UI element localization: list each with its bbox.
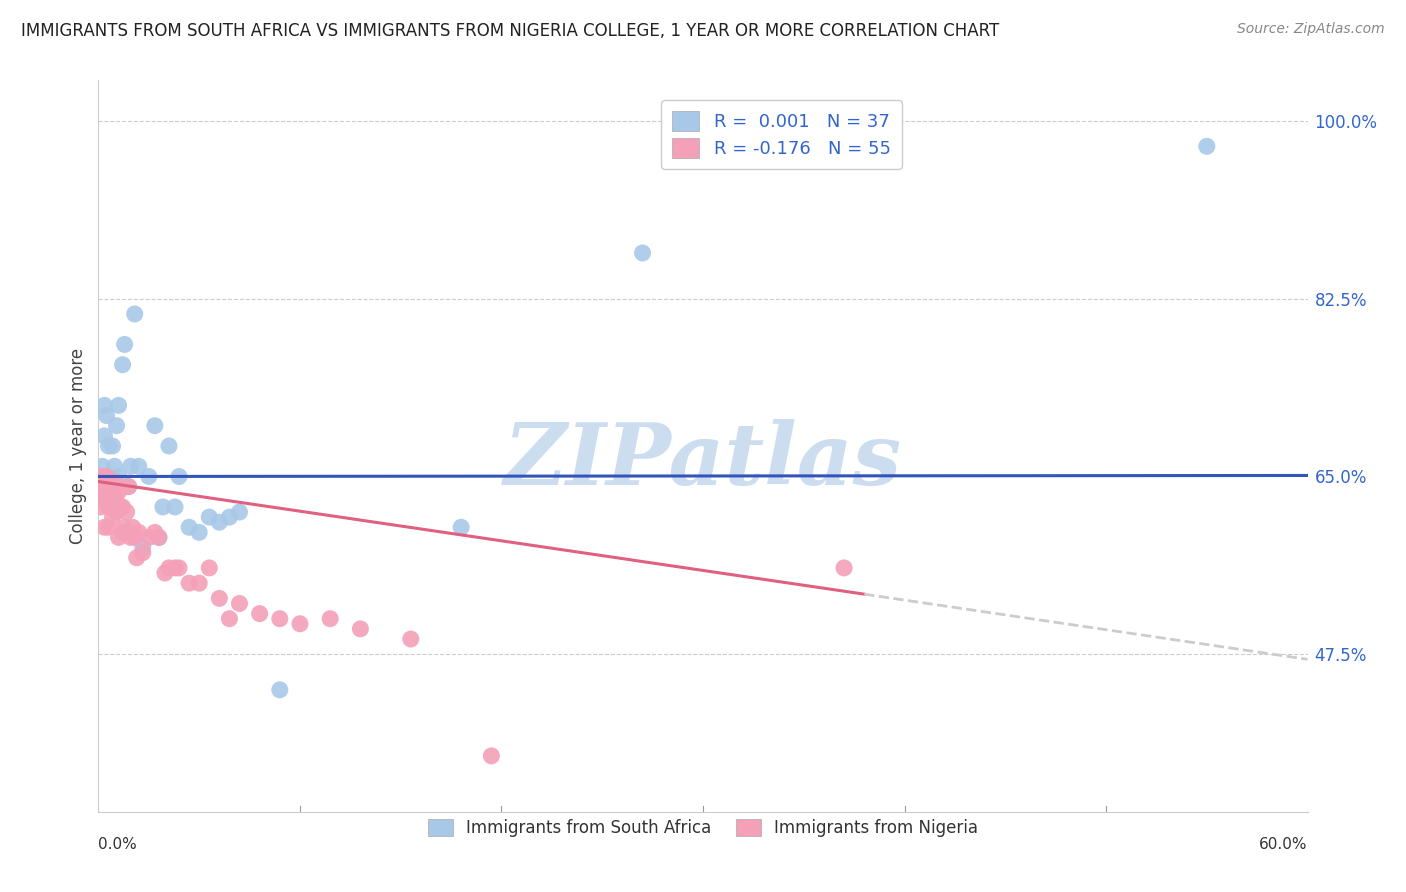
Point [103,490,125,504]
Point [107,398,129,412]
Point [111,358,134,372]
Point [167,561,190,575]
Point [163,500,186,514]
Point [208,591,231,606]
Point [114,520,136,534]
Point [128,525,150,540]
Text: 0.0%: 0.0% [98,837,138,852]
Point [118,480,141,494]
Point [110,500,132,514]
Point [228,597,250,611]
Point [269,612,291,626]
Point [153,566,176,580]
Point [111,525,134,540]
Point [228,505,250,519]
Point [152,500,174,514]
Point [101,439,124,453]
Point [96,409,118,423]
Point [157,561,180,575]
Point [631,246,654,260]
Point [89,480,111,494]
Point [111,500,134,514]
Point [105,418,128,433]
Point [198,510,221,524]
Point [93,480,115,494]
Point [138,530,160,544]
Point [100,480,122,494]
Point [249,607,271,621]
Point [101,500,124,514]
Point [288,616,311,631]
Point [89,469,111,483]
Point [124,307,146,321]
Point [100,500,122,514]
Point [218,510,240,524]
Point [179,576,201,591]
Point [148,530,170,544]
Point [96,490,118,504]
Point [97,480,120,494]
Point [198,561,221,575]
Point [105,505,128,519]
Text: 60.0%: 60.0% [1260,837,1308,852]
Point [148,530,170,544]
Point [105,495,128,509]
Point [89,500,111,514]
Point [103,459,125,474]
Point [103,475,125,489]
Point [97,439,120,453]
Point [132,546,155,560]
Point [832,561,855,575]
Point [179,520,201,534]
Point [121,520,143,534]
Point [125,550,148,565]
Point [319,612,342,626]
Point [107,530,129,544]
Point [163,561,186,575]
Point [132,541,155,555]
Point [100,480,122,494]
Point [832,124,855,138]
Point [399,632,422,646]
Point [218,612,240,626]
Point [450,520,472,534]
Text: Source: ZipAtlas.com: Source: ZipAtlas.com [1237,22,1385,37]
Point [97,520,120,534]
Point [97,500,120,514]
Point [120,530,142,544]
Point [91,490,114,504]
Text: ZIPatlas: ZIPatlas [503,419,903,502]
Point [188,525,211,540]
Y-axis label: College, 1 year or more: College, 1 year or more [69,348,87,544]
Point [114,337,136,351]
Point [128,459,150,474]
Point [93,520,115,534]
Point [208,515,231,529]
Point [157,439,180,453]
Point [143,525,166,540]
Point [188,576,211,591]
Point [349,622,371,636]
Point [481,748,503,763]
Point [120,459,142,474]
Point [269,682,291,697]
Point [101,480,124,494]
Point [91,469,114,483]
Text: IMMIGRANTS FROM SOUTH AFRICA VS IMMIGRANTS FROM NIGERIA COLLEGE, 1 YEAR OR MORE : IMMIGRANTS FROM SOUTH AFRICA VS IMMIGRAN… [21,22,1000,40]
Point [167,469,190,483]
Point [107,484,129,499]
Point [101,510,124,524]
Point [143,418,166,433]
Point [115,505,138,519]
Point [118,480,141,494]
Point [138,469,160,483]
Point [93,429,115,443]
Point [1195,139,1218,153]
Point [124,530,146,544]
Point [96,469,118,483]
Point [107,469,129,483]
Point [93,398,115,412]
Legend: Immigrants from South Africa, Immigrants from Nigeria: Immigrants from South Africa, Immigrants… [420,812,986,844]
Point [91,459,114,474]
